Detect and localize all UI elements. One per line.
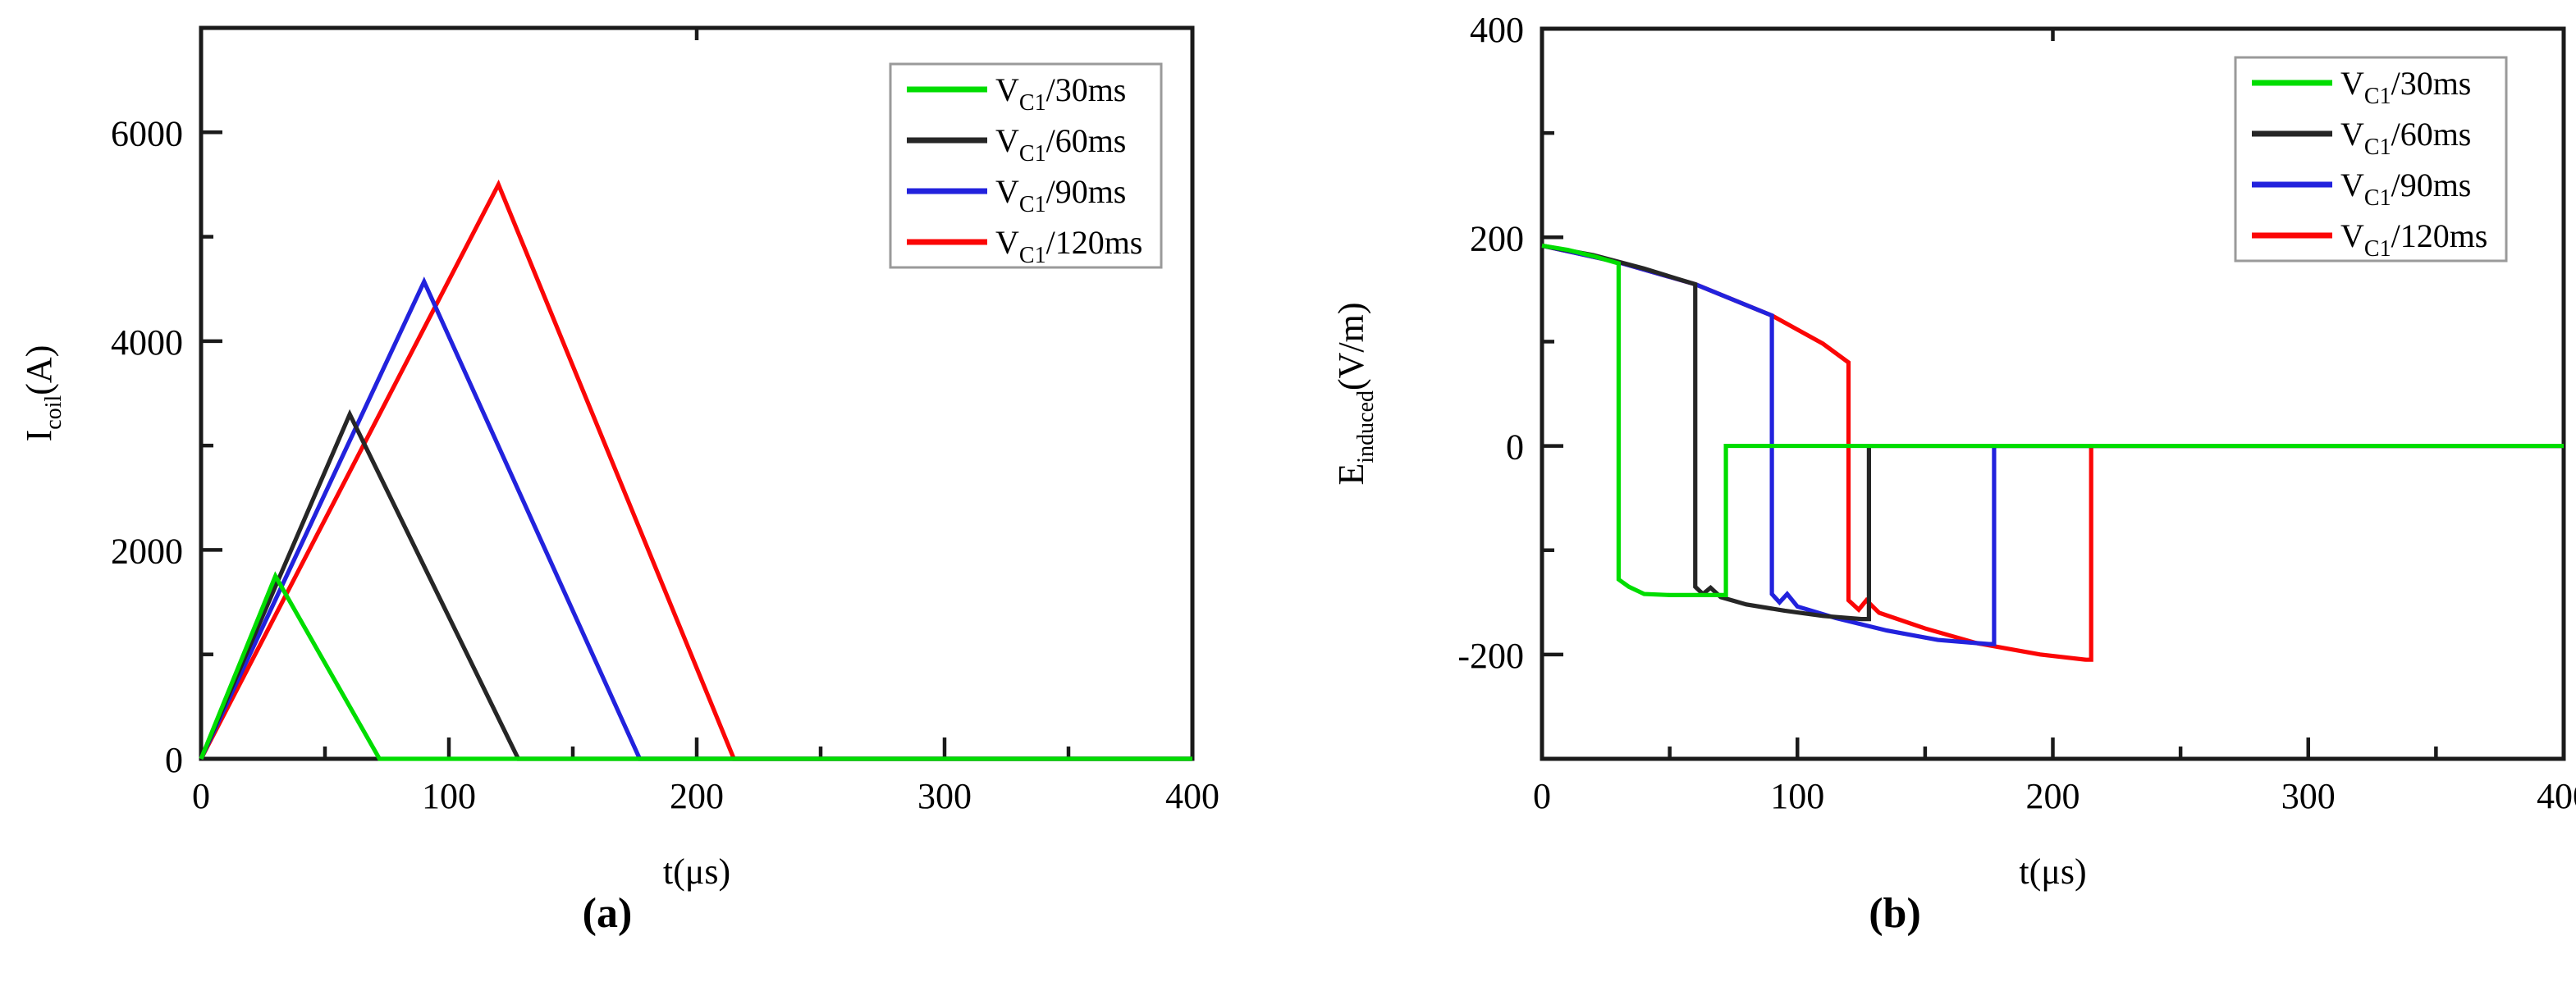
x-tick-label: 400 [1165, 776, 1219, 816]
x-tick-label: 0 [1533, 776, 1551, 816]
legend-label: VC1/60ms [995, 122, 1126, 167]
series-line [1541, 243, 2564, 646]
x-tick-label: 100 [422, 776, 476, 816]
legend-label: VC1/30ms [2340, 65, 2471, 109]
x-tick-label: 0 [192, 776, 210, 816]
series-line [199, 179, 1192, 761]
y-tick-label: 200 [1470, 218, 1524, 258]
y-tick-label: 2000 [111, 531, 183, 571]
legend-label: VC1/120ms [2340, 217, 2487, 262]
chart-b: -200 0 200 400 0 100 200 300 400 t(μs) Einduced(V/… [1331, 10, 2576, 892]
legend-label: VC1/30ms [995, 71, 1126, 116]
x-tick-label: 200 [670, 776, 724, 816]
legend-label: VC1/90ms [2340, 167, 2471, 211]
y-tick-label: 400 [1470, 10, 1524, 50]
legend-box [889, 62, 1163, 269]
svg-text:Einduced(V/m): Einduced(V/m) [1331, 302, 1379, 485]
x-tick-label: 300 [917, 776, 972, 816]
panel-a: 0 2000 4000 6000 0 100 200 300 400 t(μs) Icoil(A) V… [19, 25, 1219, 937]
x-tick-label: 200 [2026, 776, 2080, 816]
series-line [199, 276, 1192, 761]
legend-label: VC1/60ms [2340, 116, 2471, 160]
series-line [199, 571, 1192, 761]
y-tick-label: -200 [1457, 636, 1524, 676]
series-line [1541, 243, 2564, 597]
chart-a: 0 2000 4000 6000 0 100 200 300 400 t(μs) Icoil(A) V… [19, 25, 1219, 892]
y-tick-label: 0 [165, 740, 183, 780]
x-tick-label: 400 [2537, 776, 2576, 816]
y-tick-label: 6000 [111, 113, 183, 153]
panel-b-caption: (b) [1869, 890, 1921, 937]
panel-b: -200 0 200 400 0 100 200 300 400 t(μs) Einduced(V/… [1288, 0, 2576, 1000]
legend-label: VC1/120ms [995, 224, 1142, 268]
x-tick-label: 300 [2281, 776, 2336, 816]
x-tick-label: 100 [1770, 776, 1824, 816]
x-axis-label: t(μs) [2019, 852, 2086, 892]
panel-a-caption: (a) [582, 890, 633, 937]
legend-box [2234, 56, 2508, 263]
y-axis-label: Einduced(V/m) [1331, 302, 1379, 485]
x-axis-label: t(μs) [663, 852, 730, 892]
series-line [1541, 243, 2564, 622]
y-tick-label: 4000 [111, 322, 183, 363]
y-tick-label: 0 [1506, 427, 1524, 468]
svg-text:Icoil(A): Icoil(A) [19, 345, 66, 442]
y-axis-label: Icoil(A) [19, 345, 66, 442]
legend-label: VC1/90ms [995, 173, 1126, 217]
